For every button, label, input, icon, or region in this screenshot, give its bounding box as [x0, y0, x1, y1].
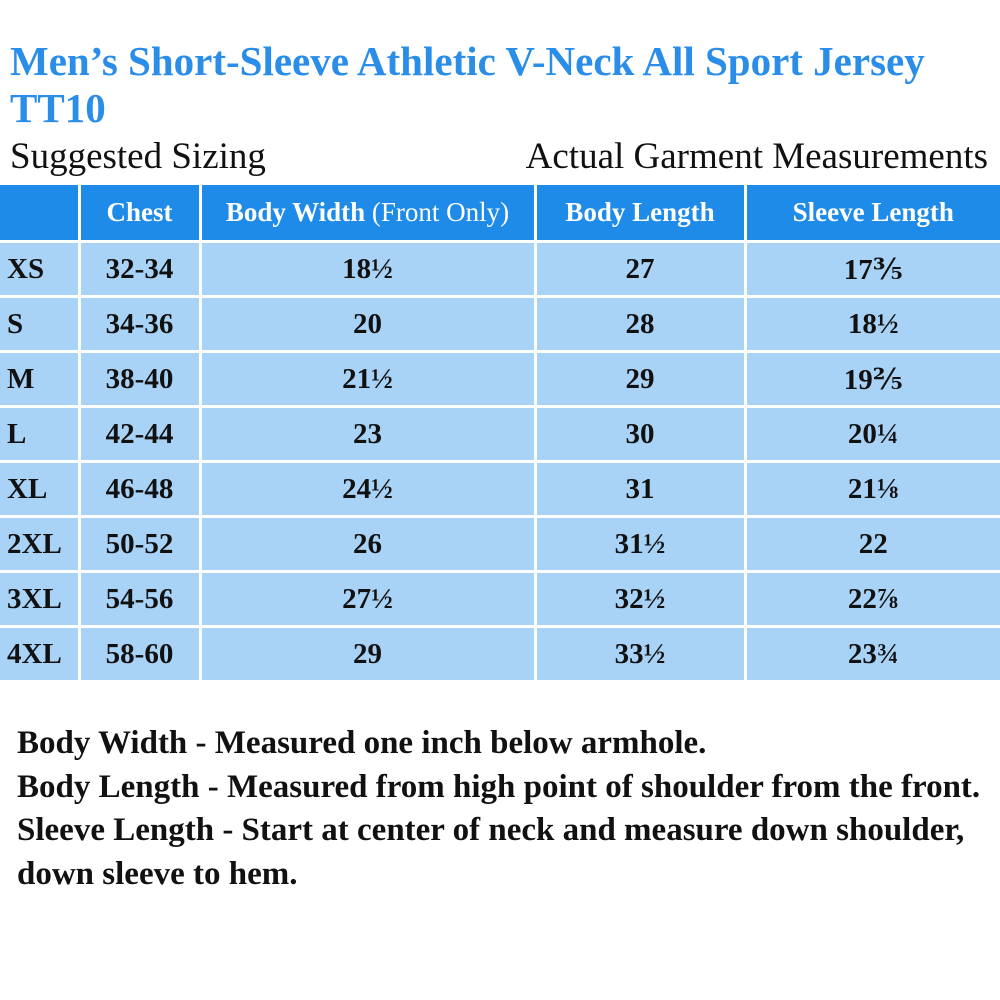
table-row: 3XL 54-56 27½ 32½ 22⅞ — [0, 570, 1000, 628]
sleeve-length-cell: 18½ — [743, 295, 1000, 353]
table-row: XS 32-34 18½ 27 17⅗ — [0, 240, 1000, 298]
size-cell: L — [0, 405, 81, 463]
chest-cell: 46-48 — [77, 460, 202, 518]
table-row: S 34-36 20 28 18½ — [0, 295, 1000, 353]
size-cell: 2XL — [0, 515, 81, 573]
table-row: 2XL 50-52 26 31½ 22 — [0, 515, 1000, 573]
body-width-cell: 27½ — [198, 570, 537, 628]
chest-cell: 54-56 — [77, 570, 202, 628]
size-cell: M — [0, 350, 81, 408]
sleeve-length-cell: 22 — [743, 515, 1000, 573]
sleeve-length-cell: 23¾ — [743, 625, 1000, 683]
body-width-cell: 26 — [198, 515, 537, 573]
size-column-header — [0, 182, 81, 243]
chest-cell: 42-44 — [77, 405, 202, 463]
body-length-cell: 27 — [533, 240, 747, 298]
table-body: XS 32-34 18½ 27 17⅗ S 34-36 20 28 18½ M … — [0, 240, 1000, 683]
measurement-notes: Body Width - Measured one inch below arm… — [17, 722, 987, 896]
table-row: 4XL 58-60 29 33½ 23¾ — [0, 625, 1000, 683]
body-length-note: Body Length - Measured from high point o… — [17, 768, 981, 805]
body-width-cell: 24½ — [198, 460, 537, 518]
header-row: Chest Body Width (Front Only) Body Lengt… — [0, 182, 1000, 243]
chest-cell: 50-52 — [77, 515, 202, 573]
size-chart-table: Chest Body Width (Front Only) Body Lengt… — [0, 182, 1000, 683]
body-width-header-label: Body Width — [225, 197, 366, 227]
table-row: XL 46-48 24½ 31 21⅛ — [0, 460, 1000, 518]
table-row: L 42-44 23 30 20¼ — [0, 405, 1000, 463]
chest-cell: 38-40 — [77, 350, 202, 408]
suggested-sizing-label: Suggested Sizing — [10, 136, 266, 177]
body-length-cell: 33½ — [533, 625, 747, 683]
table-header: Chest Body Width (Front Only) Body Lengt… — [0, 182, 1000, 243]
body-length-cell: 28 — [533, 295, 747, 353]
chest-cell: 32-34 — [77, 240, 202, 298]
sleeve-length-cell: 22⅞ — [743, 570, 1000, 628]
body-length-cell: 30 — [533, 405, 747, 463]
size-cell: 4XL — [0, 625, 81, 683]
sleeve-length-column-header: Sleeve Length — [743, 182, 1000, 243]
body-length-cell: 31½ — [533, 515, 747, 573]
body-width-cell: 21½ — [198, 350, 537, 408]
chest-cell: 58-60 — [77, 625, 202, 683]
table-row: M 38-40 21½ 29 19⅖ — [0, 350, 1000, 408]
body-length-cell: 31 — [533, 460, 747, 518]
size-cell: XL — [0, 460, 81, 518]
body-width-note: Body Width - Measured one inch below arm… — [17, 725, 707, 761]
body-width-cell: 20 — [198, 295, 537, 353]
chest-cell: 34-36 — [77, 295, 202, 353]
body-width-header-note: (Front Only) — [371, 197, 510, 227]
body-length-cell: 29 — [533, 350, 747, 408]
sleeve-length-cell: 17⅗ — [743, 240, 1000, 298]
body-width-cell: 23 — [198, 405, 537, 463]
body-width-cell: 18½ — [198, 240, 537, 298]
page-title: Men’s Short-Sleeve Athletic V-Neck All S… — [10, 38, 925, 131]
size-cell: S — [0, 295, 81, 353]
body-length-cell: 32½ — [533, 570, 747, 628]
sleeve-length-cell: 21⅛ — [743, 460, 1000, 518]
actual-measurements-label: Actual Garment Measurements — [525, 136, 988, 177]
sleeve-length-note: Sleeve Length - Start at center of neck … — [17, 812, 965, 892]
sleeve-length-cell: 19⅖ — [743, 350, 1000, 408]
body-width-cell: 29 — [198, 625, 537, 683]
chest-column-header: Chest — [77, 182, 202, 243]
size-cell: XS — [0, 240, 81, 298]
size-cell: 3XL — [0, 570, 81, 628]
body-length-column-header: Body Length — [533, 182, 747, 243]
sleeve-length-cell: 20¼ — [743, 405, 1000, 463]
body-width-column-header: Body Width (Front Only) — [198, 182, 537, 243]
